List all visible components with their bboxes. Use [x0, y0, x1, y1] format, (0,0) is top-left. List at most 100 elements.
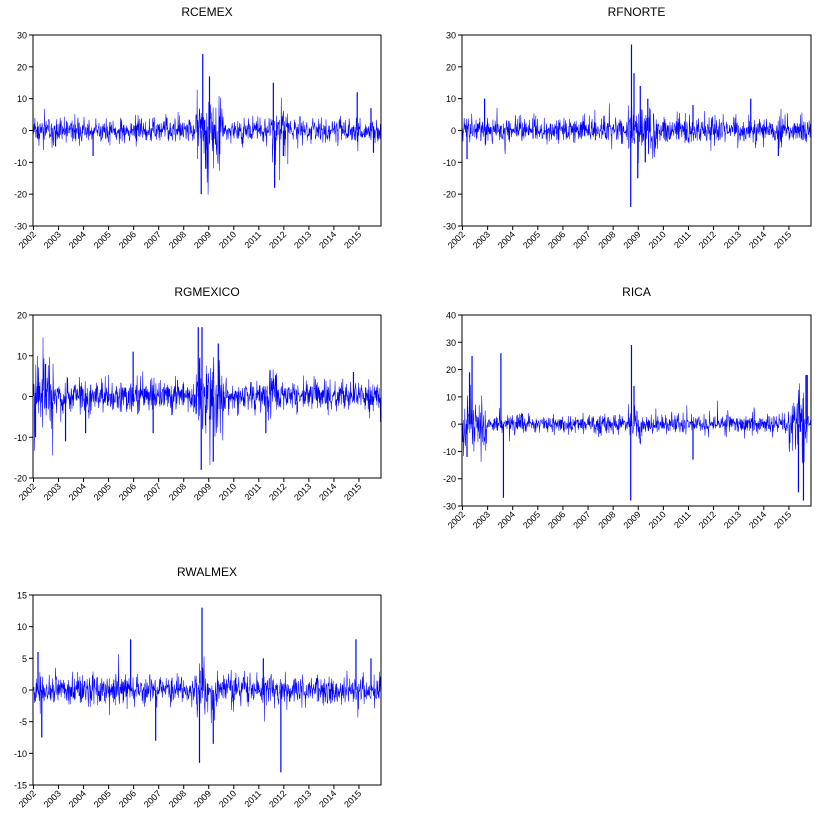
x-tick-label: 2002 [17, 229, 38, 250]
x-tick-label: 2009 [621, 509, 642, 530]
x-tick-label: 2010 [217, 481, 238, 502]
x-tick-label: 2010 [217, 229, 238, 250]
x-tick-label: 2012 [267, 481, 288, 502]
chart-title: RCEMEX [181, 5, 232, 19]
x-tick-label: 2011 [242, 229, 263, 250]
y-tick-label: 10 [17, 94, 27, 104]
y-tick-label: 40 [446, 311, 456, 321]
x-tick-label: 2014 [747, 229, 768, 250]
x-tick-label: 2005 [92, 788, 113, 809]
y-tick-label: 10 [17, 351, 27, 361]
series-group [33, 607, 381, 773]
x-tick-label: 2003 [471, 229, 492, 250]
x-tick-label: 2002 [446, 229, 467, 250]
x-tick-label: 2004 [496, 509, 517, 530]
x-tick-label: 2003 [471, 509, 492, 530]
x-tick-label: 2005 [521, 229, 542, 250]
series-line [462, 103, 811, 164]
x-tick-label: 2004 [67, 229, 88, 250]
y-tick-label: -30 [14, 222, 27, 232]
y-tick-label: 30 [446, 338, 456, 348]
x-tick-label: 2012 [267, 229, 288, 250]
y-tick-label: 10 [446, 392, 456, 402]
plot-frame [461, 314, 812, 507]
x-tick-label: 2011 [672, 509, 693, 530]
y-tick-label: -10 [14, 749, 27, 759]
x-tick-label: 2009 [192, 229, 213, 250]
x-tick-label: 2013 [292, 788, 313, 809]
x-tick-label: 2005 [521, 509, 542, 530]
series-line [33, 654, 381, 724]
chart-title: RFNORTE [608, 5, 666, 19]
x-tick-label: 2007 [571, 229, 592, 250]
x-tick-label: 2006 [546, 509, 567, 530]
x-tick-label: 2011 [242, 788, 263, 809]
x-tick-label: 2006 [117, 481, 138, 502]
y-tick-label: 0 [22, 686, 27, 696]
y-tick-label: 0 [22, 126, 27, 136]
y-tick-label: -30 [443, 502, 456, 512]
x-tick-label: 2004 [496, 229, 517, 250]
x-tick-label: 2015 [342, 481, 363, 502]
y-tick-label: -30 [443, 222, 456, 232]
y-tick-label: 10 [17, 622, 27, 632]
x-tick-label: 2010 [217, 788, 238, 809]
y-tick-label: 15 [17, 591, 27, 601]
y-tick-label: 0 [451, 420, 456, 430]
series-group [33, 327, 381, 470]
x-tick-label: 2013 [292, 229, 313, 250]
y-tick-label: -10 [443, 158, 456, 168]
x-tick-label: 2014 [317, 788, 338, 809]
x-tick-label: 2007 [571, 509, 592, 530]
x-tick-label: 2012 [697, 509, 718, 530]
x-tick-label: 2008 [596, 229, 617, 250]
y-tick-label: 30 [17, 31, 27, 41]
y-tick-label: -5 [19, 717, 27, 727]
y-tick-label: -20 [443, 474, 456, 484]
x-tick-label: 2002 [17, 788, 38, 809]
x-tick-label: 2015 [772, 229, 793, 250]
x-tick-label: 2010 [647, 509, 668, 530]
x-tick-label: 2011 [672, 229, 693, 250]
y-tick-label: -20 [14, 474, 27, 484]
series-group [33, 54, 381, 195]
x-tick-label: 2015 [342, 788, 363, 809]
series-line [33, 337, 381, 466]
x-tick-label: 2008 [167, 481, 188, 502]
x-tick-label: 2010 [647, 229, 668, 250]
x-tick-label: 2004 [67, 788, 88, 809]
x-tick-label: 2008 [167, 229, 188, 250]
series-group [462, 345, 811, 501]
x-tick-label: 2013 [722, 509, 743, 530]
x-tick-label: 2006 [117, 788, 138, 809]
y-tick-label: 0 [22, 392, 27, 402]
x-tick-label: 2002 [17, 481, 38, 502]
x-tick-label: 2008 [596, 509, 617, 530]
x-tick-label: 2014 [747, 509, 768, 530]
x-tick-label: 2002 [446, 509, 467, 530]
x-tick-label: 2015 [772, 509, 793, 530]
series-group [462, 44, 811, 207]
y-tick-label: -10 [14, 158, 27, 168]
series-line [33, 89, 381, 195]
x-tick-label: 2014 [317, 229, 338, 250]
x-tick-label: 2013 [292, 481, 313, 502]
x-tick-label: 2011 [242, 481, 263, 502]
y-tick-label: -20 [14, 190, 27, 200]
x-tick-label: 2004 [67, 481, 88, 502]
chart-title: RWALMEX [177, 565, 237, 579]
x-tick-label: 2015 [342, 229, 363, 250]
y-tick-label: 30 [446, 31, 456, 41]
chart-title: RGMEXICO [174, 285, 239, 299]
y-tick-label: -10 [14, 433, 27, 443]
y-tick-label: 20 [446, 365, 456, 375]
x-tick-label: 2012 [267, 788, 288, 809]
x-tick-label: 2003 [42, 788, 63, 809]
y-tick-label: -20 [443, 190, 456, 200]
